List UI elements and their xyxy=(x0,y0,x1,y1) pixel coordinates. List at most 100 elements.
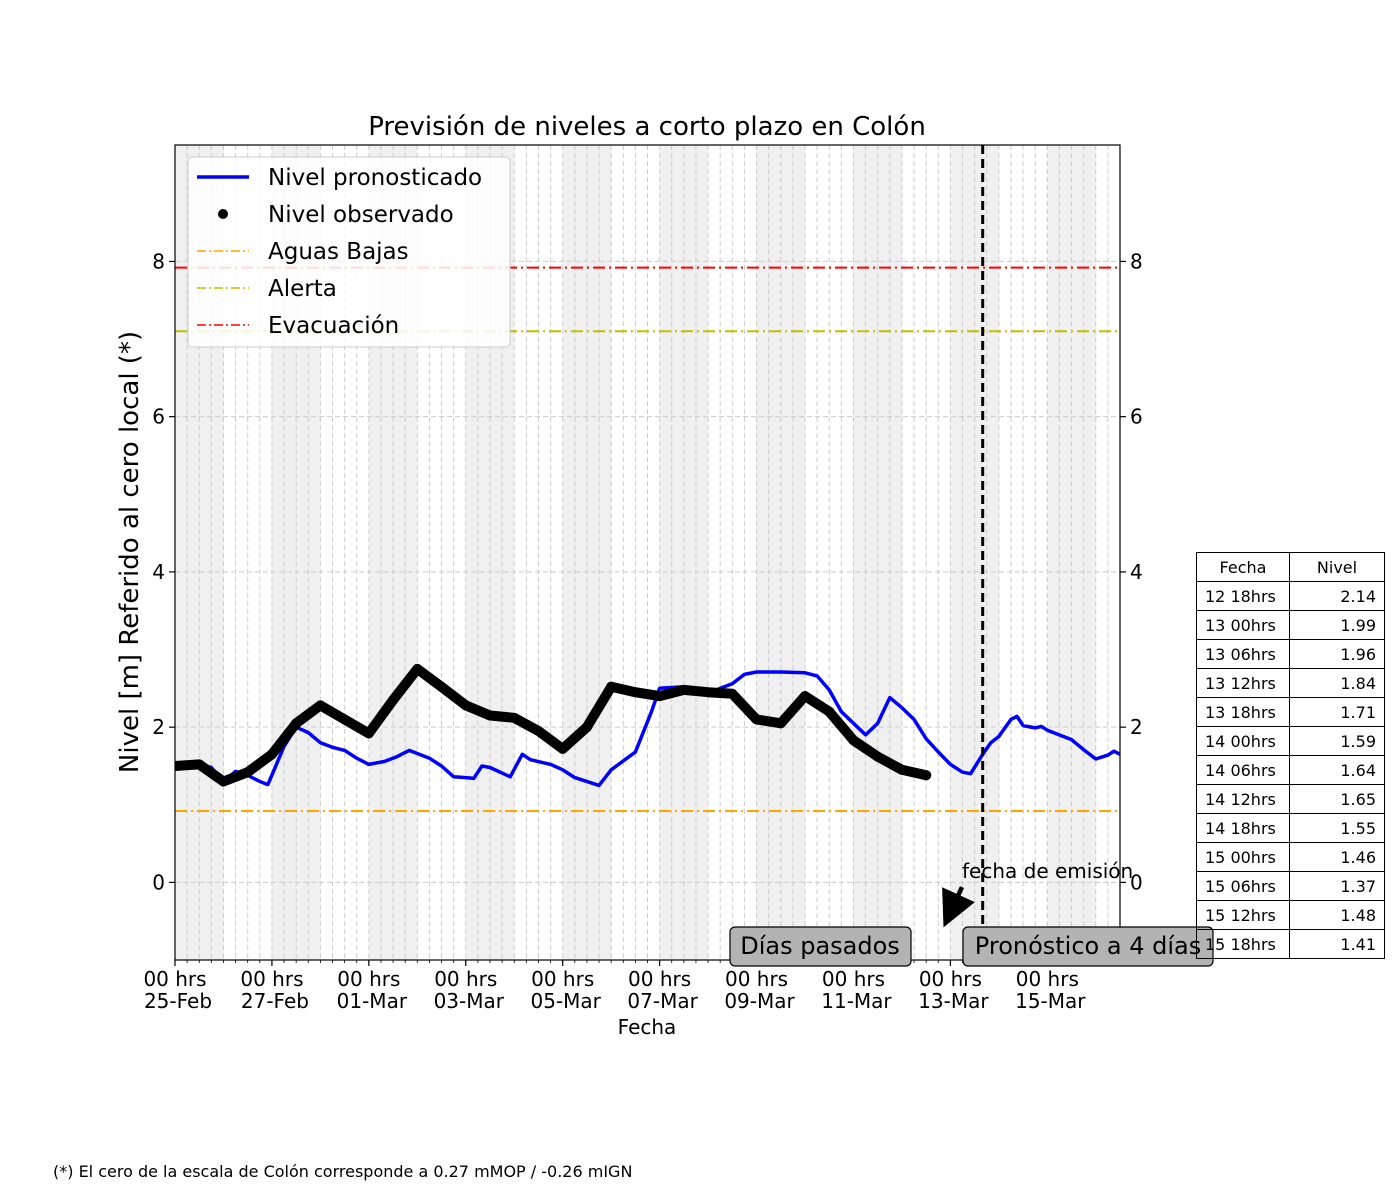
past-days-label: Días pasados xyxy=(740,932,900,960)
legend-label: Nivel observado xyxy=(268,202,454,228)
table-cell-fecha: 14 18hrs xyxy=(1196,813,1290,843)
table-row: 14 12hrs 1.65 xyxy=(1196,784,1385,814)
legend-swatch-marker xyxy=(218,209,228,219)
x-tick-label: 00 hrs xyxy=(240,967,303,991)
observed-point xyxy=(218,776,229,787)
table-row: 15 06hrs 1.37 xyxy=(1196,871,1385,901)
observed-point xyxy=(242,767,253,778)
y-tick-label: 2 xyxy=(152,715,165,739)
x-tick-label: 13-Mar xyxy=(918,989,989,1013)
x-tick-label: 03-Mar xyxy=(434,989,505,1013)
x-tick-label: 00 hrs xyxy=(434,967,497,991)
observed-point xyxy=(896,764,907,775)
observed-point xyxy=(194,759,205,770)
forecast-days-label: Pronóstico a 4 días xyxy=(975,932,1201,960)
y-tick-label-right: 4 xyxy=(1130,560,1143,584)
table-cell-fecha: 15 18hrs xyxy=(1196,929,1290,959)
x-tick-label: 00 hrs xyxy=(531,967,594,991)
observed-point xyxy=(485,710,495,721)
table-row: 15 18hrs 1.41 xyxy=(1196,929,1385,959)
x-tick-label: 00 hrs xyxy=(1016,967,1079,991)
legend-label: Evacuación xyxy=(268,313,399,339)
day-band xyxy=(950,145,999,960)
y-tick-label-right: 8 xyxy=(1130,249,1143,273)
y-tick-label-right: 0 xyxy=(1130,870,1143,894)
y-tick-label-right: 6 xyxy=(1130,405,1143,429)
day-band xyxy=(756,145,805,960)
table-row: 13 06hrs 1.96 xyxy=(1196,639,1385,669)
y-tick-label-right: 2 xyxy=(1130,715,1143,739)
x-tick-label: 09-Mar xyxy=(724,989,795,1013)
observed-point xyxy=(175,760,180,771)
table-row: 13 18hrs 1.71 xyxy=(1196,697,1385,727)
observed-point xyxy=(872,751,883,762)
x-tick-label: 00 hrs xyxy=(143,967,206,991)
table-row: 13 00hrs 1.99 xyxy=(1196,610,1385,640)
table-row: 14 18hrs 1.55 xyxy=(1196,813,1385,843)
y-tick-label: 0 xyxy=(152,870,165,894)
table-cell-fecha: 13 00hrs xyxy=(1196,610,1290,640)
observed-point xyxy=(727,688,738,699)
emission-arrow xyxy=(942,886,975,928)
x-tick-label: 00 hrs xyxy=(919,967,982,991)
table-cell-fecha: 15 06hrs xyxy=(1196,871,1290,901)
observed-point xyxy=(824,706,835,717)
table-cell-nivel: 1.99 xyxy=(1289,610,1385,640)
observed-point xyxy=(266,749,277,760)
table-cell-fecha: 13 18hrs xyxy=(1196,697,1290,727)
observed-point xyxy=(363,728,374,739)
x-tick-label: 00 hrs xyxy=(822,967,885,991)
table-cell-nivel: 1.65 xyxy=(1289,784,1385,814)
x-tick-label: 15-Mar xyxy=(1015,989,1086,1013)
day-band xyxy=(1047,145,1096,960)
observed-point xyxy=(339,714,350,725)
observed-point xyxy=(388,694,399,705)
table-cell-nivel: 2.14 xyxy=(1289,581,1385,611)
chart-title: Previsión de niveles a corto plazo en Co… xyxy=(368,112,926,142)
observed-point xyxy=(509,712,520,723)
legend-label: Nivel pronosticado xyxy=(268,165,482,191)
observed-point xyxy=(581,722,592,733)
observed-point xyxy=(412,663,423,674)
table-cell-nivel: 1.59 xyxy=(1289,726,1385,756)
x-tick-label: 00 hrs xyxy=(725,967,788,991)
observed-point xyxy=(533,726,544,737)
observed-point xyxy=(606,681,617,692)
table-cell-nivel: 1.64 xyxy=(1289,755,1385,785)
table-cell-nivel: 1.41 xyxy=(1289,929,1385,959)
table-cell-fecha: 14 06hrs xyxy=(1196,755,1290,785)
past-days-box xyxy=(729,926,912,967)
x-tick-label: 11-Mar xyxy=(821,989,892,1013)
table-cell-fecha: 13 12hrs xyxy=(1196,668,1290,698)
x-tick-label: 01-Mar xyxy=(337,989,408,1013)
observed-point xyxy=(436,681,447,692)
day-band xyxy=(659,145,709,960)
table-row: 15 12hrs 1.48 xyxy=(1196,900,1385,930)
legend-label: Aguas Bajas xyxy=(268,239,409,265)
day-band xyxy=(562,145,612,960)
y-tick-label: 8 xyxy=(152,249,165,273)
table-cell-nivel: 1.48 xyxy=(1289,900,1385,930)
observed-point xyxy=(848,735,859,746)
table-cell-fecha: 14 12hrs xyxy=(1196,784,1290,814)
table-header-nivel: Nivel xyxy=(1289,552,1385,582)
table-cell-nivel: 1.84 xyxy=(1289,668,1385,698)
table-cell-nivel: 1.55 xyxy=(1289,813,1385,843)
observed-point xyxy=(291,718,302,729)
y-tick-label: 6 xyxy=(152,405,165,429)
observed-point xyxy=(460,700,471,711)
observed-line xyxy=(175,663,932,787)
table-row: 12 18hrs 2.14 xyxy=(1196,581,1385,611)
day-band xyxy=(853,145,902,960)
x-tick-label: 25-Feb xyxy=(144,989,212,1013)
observed-point xyxy=(703,687,714,698)
table-cell-fecha: 13 06hrs xyxy=(1196,639,1290,669)
table-cell-fecha: 15 12hrs xyxy=(1196,900,1290,930)
table-header-fecha: Fecha xyxy=(1196,552,1290,582)
y-tick-label: 4 xyxy=(152,560,165,584)
table-cell-nivel: 1.71 xyxy=(1289,697,1385,727)
legend-label: Alerta xyxy=(268,276,337,302)
observed-point xyxy=(800,691,810,702)
observed-point xyxy=(630,687,641,698)
